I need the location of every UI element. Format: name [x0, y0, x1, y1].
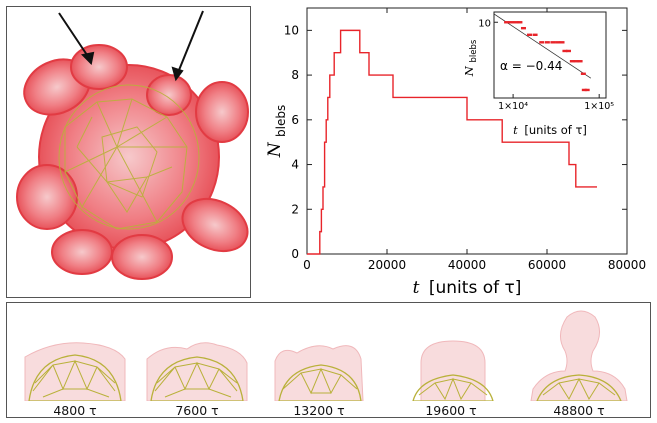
x-tick-label: 0 — [303, 258, 311, 272]
cortex-mesh — [58, 84, 200, 230]
snapshot-label: 4800 τ — [53, 403, 97, 418]
snapshot-label: 19600 τ — [425, 403, 477, 418]
y-tick-label: 4 — [291, 158, 299, 172]
x-tick-label: 80000 — [608, 258, 646, 272]
inset-data-point — [550, 41, 556, 44]
inset-data-point — [559, 41, 565, 44]
x-tick-label: 20000 — [368, 258, 406, 272]
inset-chart: 1×10⁴ 1×10⁵ 10 α = −0.44 t [units of τ] N … — [462, 11, 614, 137]
inset-annotation: α = −0.44 — [500, 59, 562, 73]
snapshot-label: 48800 τ — [553, 403, 605, 418]
x-axis-ticks: 0 20000 40000 60000 80000 — [303, 8, 646, 272]
inset-y-tick-label: 10 — [478, 18, 491, 29]
inset-data-point — [513, 21, 519, 24]
inset-data-point — [555, 41, 561, 44]
inset-x-tick-label: 1×10⁵ — [584, 101, 614, 112]
inset-data-point — [573, 60, 579, 63]
inset-axis-ticks: 1×10⁴ 1×10⁵ 10 — [478, 18, 614, 112]
snapshot-4 — [399, 339, 503, 402]
y-axis-ticks: 0 2 4 6 8 10 — [284, 23, 627, 261]
snapshot-label: 7600 τ — [175, 403, 219, 418]
inset-data-point — [584, 88, 590, 92]
snapshot-label: 13200 τ — [293, 403, 345, 418]
inset-data-point — [565, 49, 571, 53]
inset-data-point — [544, 41, 550, 44]
x-axis-label: t [units of τ] — [413, 278, 522, 298]
inset-data-point — [539, 41, 545, 44]
fit-line — [493, 13, 592, 79]
snapshot-3 — [267, 339, 371, 402]
inset-data-point — [581, 88, 587, 92]
y-tick-label: 8 — [291, 68, 299, 82]
x-tick-label: 40000 — [448, 258, 486, 272]
series-line — [307, 29, 597, 255]
cell-render-panel — [6, 6, 251, 298]
inset-data-point — [520, 26, 526, 30]
inset-data-point — [569, 60, 575, 63]
y-tick-label: 6 — [291, 113, 299, 127]
y-tick-label: 0 — [291, 247, 299, 261]
x-tick-label: 60000 — [528, 258, 566, 272]
inset-data-point — [532, 33, 538, 36]
snapshot-panel: 4800 τ 7600 τ 13200 τ 19600 τ 48800 τ — [6, 302, 651, 418]
inset-x-axis-label: t [units of τ] — [513, 123, 587, 137]
arrow-left-icon — [58, 12, 95, 66]
inset-x-tick-label: 1×10⁴ — [498, 101, 528, 112]
snapshot-2 — [145, 339, 249, 402]
inset-data-point — [517, 21, 523, 24]
inset-points — [504, 21, 590, 92]
arrow-right-icon — [171, 10, 204, 82]
y-tick-label: 10 — [284, 23, 299, 37]
cell-render-image — [16, 10, 249, 280]
inset-data-point — [526, 33, 532, 36]
inset-data-point — [508, 21, 514, 24]
bleb-count-chart: 0 20000 40000 60000 80000 0 2 4 6 8 10 t [units o… — [265, 7, 646, 298]
snapshot-1 — [23, 339, 127, 402]
inset-y-axis-label: N blebs — [462, 39, 479, 77]
snapshot-5 — [527, 305, 631, 402]
inset-data-point — [504, 21, 510, 24]
inset-data-point — [580, 72, 586, 75]
y-tick-label: 2 — [291, 202, 299, 216]
inset-data-point — [577, 60, 583, 63]
y-axis-label: N blebs — [265, 105, 288, 158]
inset-data-point — [562, 49, 568, 53]
